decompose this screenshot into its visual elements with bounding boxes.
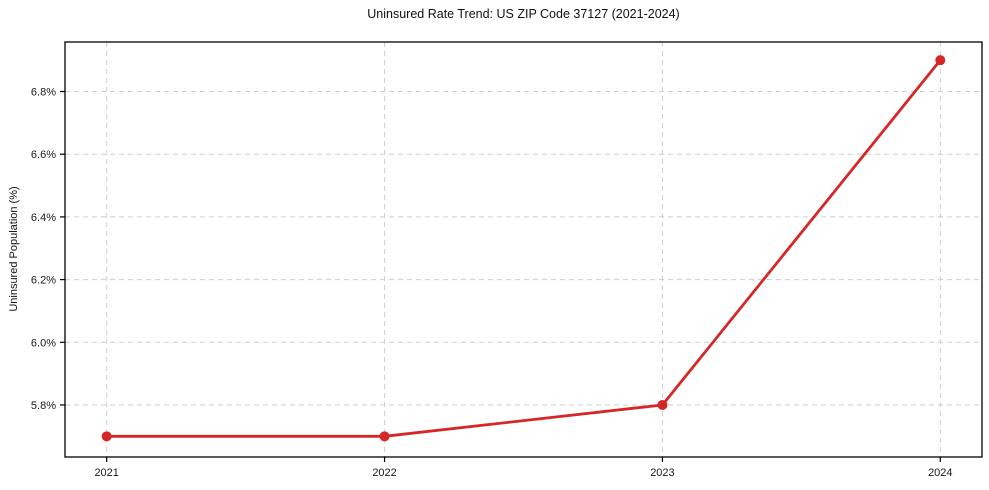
y-tick-label: 6.4% <box>31 212 56 224</box>
chart-title: Uninsured Rate Trend: US ZIP Code 37127 … <box>367 7 680 21</box>
x-tick-label: 2024 <box>928 467 952 479</box>
y-tick-label: 5.8% <box>31 400 56 412</box>
plot-area-border <box>64 41 983 458</box>
x-tick-label: 2023 <box>650 467 674 479</box>
trend-line <box>105 58 942 438</box>
data-point-marker <box>379 431 390 442</box>
y-tick-label: 6.6% <box>31 149 56 161</box>
x-tick-label: 2021 <box>94 467 118 479</box>
data-point-marker <box>935 55 946 66</box>
y-tick-label: 6.8% <box>31 87 56 99</box>
data-point-marker <box>101 431 112 442</box>
y-tick-label: 6.2% <box>31 275 56 287</box>
y-tick-label: 6.0% <box>31 337 56 349</box>
data-point-marker <box>657 399 668 410</box>
x-tick-label: 2022 <box>372 467 396 479</box>
